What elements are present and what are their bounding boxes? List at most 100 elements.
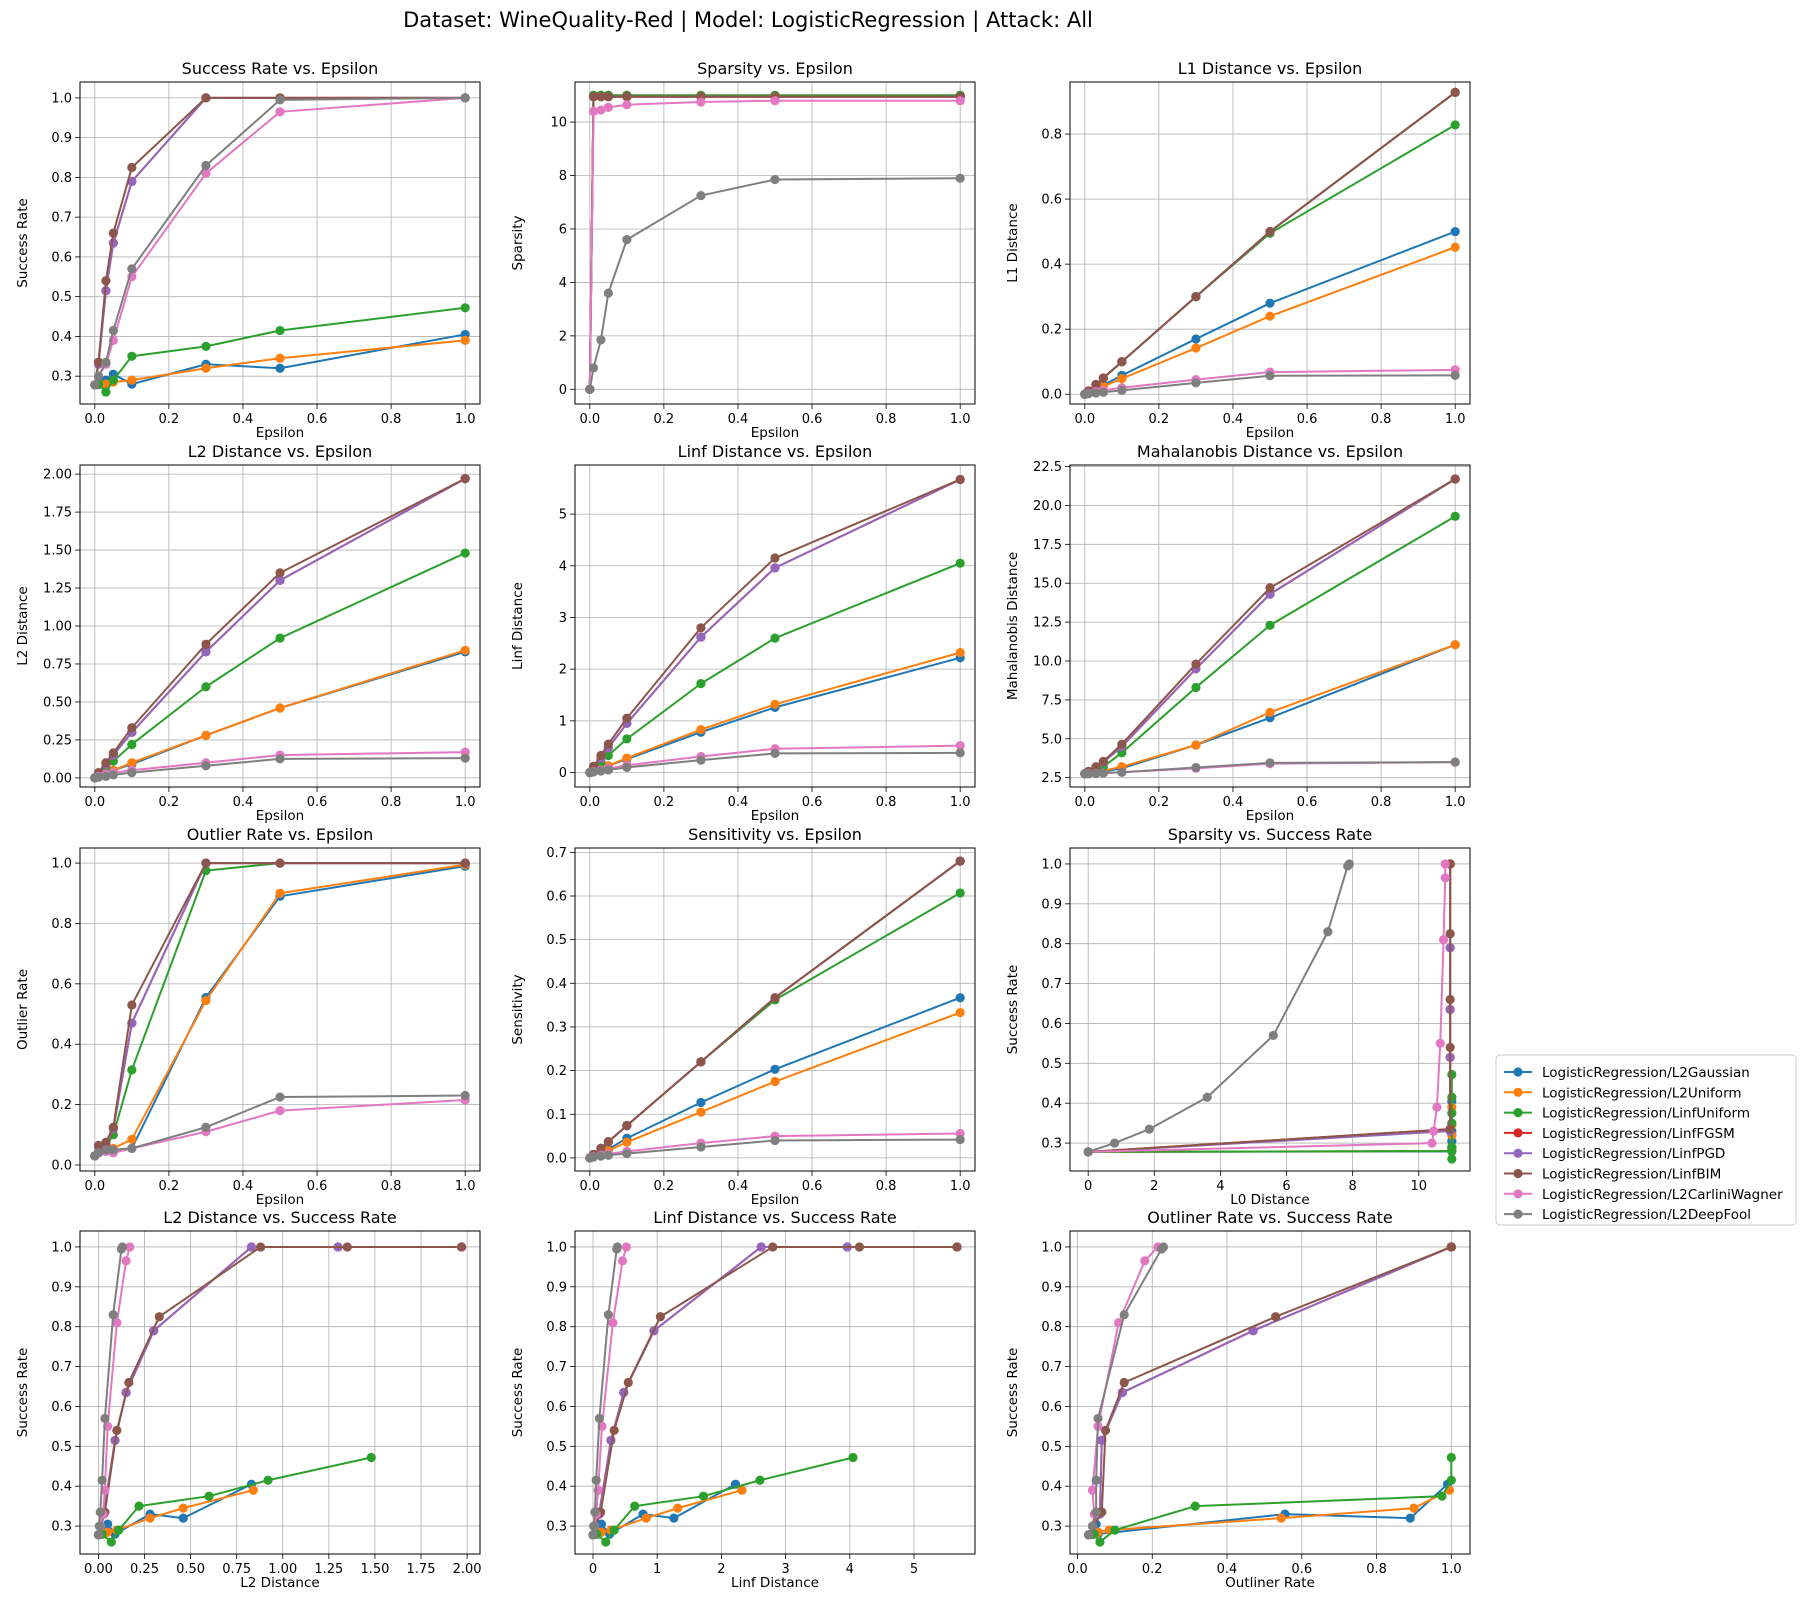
x-tick-label: 1.0: [950, 1179, 971, 1194]
y-tick-label: 0.75: [43, 657, 72, 672]
y-axis-label: Linf Distance: [510, 582, 526, 670]
series-group: [1080, 87, 1460, 399]
data-point: [1117, 767, 1127, 777]
data-point: [588, 363, 599, 373]
data-point: [460, 753, 470, 763]
data-point: [201, 995, 211, 1006]
x-axis-label: Epsilon: [1246, 425, 1294, 441]
data-point: [622, 1121, 632, 1131]
legend-marker: [1513, 1189, 1523, 1199]
series-group: [588, 1242, 962, 1547]
data-point: [275, 575, 285, 586]
data-point: [275, 633, 285, 643]
legend-entry: LogisticRegression/LinfUniform: [1504, 1106, 1750, 1122]
data-point: [770, 699, 780, 709]
data-point: [201, 639, 211, 649]
y-tick-label: 1.0: [1041, 1240, 1062, 1255]
x-axis-label: Outliner Rate: [1225, 1575, 1315, 1591]
data-point: [127, 1134, 137, 1144]
y-tick-label: 0.8: [1041, 1320, 1062, 1335]
data-point: [93, 371, 104, 381]
data-point: [201, 682, 211, 692]
y-tick-label: 0.7: [546, 1360, 567, 1375]
x-tick-label: 0.8: [876, 795, 897, 810]
y-tick-label: 0.4: [51, 1480, 72, 1495]
subplot-grid: 0.0 0.2 0.4 0.6 0.8 1.0 0.3 0.4 0.5 0.6 0.7 0.8 0.9 1…: [15, 59, 1471, 1591]
data-point: [1093, 1413, 1103, 1424]
x-tick-label: 0.4: [1223, 795, 1244, 810]
data-point: [622, 734, 632, 744]
data-point: [124, 1377, 134, 1388]
data-point: [145, 1513, 155, 1523]
data-point: [1450, 757, 1460, 767]
x-tick-label: 0.6: [1297, 412, 1318, 427]
data-point: [1117, 374, 1127, 384]
data-point: [154, 1312, 164, 1322]
x-tick-label: 2.00: [453, 1562, 482, 1577]
x-tick-label: 1.0: [455, 1179, 476, 1194]
data-point: [1268, 1030, 1278, 1041]
y-tick-label: 1.0: [51, 1240, 72, 1255]
data-point: [1191, 378, 1201, 388]
data-point: [1191, 762, 1201, 773]
data-point: [955, 558, 965, 568]
data-point: [955, 1134, 965, 1145]
data-point: [127, 1143, 137, 1153]
data-point: [275, 363, 285, 373]
data-point: [112, 1318, 122, 1328]
data-point: [596, 335, 606, 345]
x-tick-label: 0.2: [1149, 795, 1170, 810]
x-axis-label: Linf Distance: [731, 1575, 819, 1591]
axes-frame: [79, 1230, 481, 1555]
data-point: [256, 1242, 266, 1252]
data-point: [1091, 1475, 1101, 1485]
y-tick-label: 2.5: [1041, 771, 1062, 786]
data-point: [275, 1106, 285, 1116]
data-point: [1091, 379, 1101, 390]
data-point: [1191, 292, 1201, 302]
legend-label: LogisticRegression/LinfUniform: [1542, 1106, 1750, 1122]
data-point: [1119, 1310, 1129, 1320]
data-point: [201, 647, 211, 657]
data-point: [1447, 1108, 1457, 1118]
data-point: [93, 772, 104, 782]
series-group: [585, 474, 965, 778]
x-tick-label: 1.50: [360, 1562, 389, 1577]
series-line-6: [93, 96, 466, 386]
x-tick-label: 0.6: [802, 1179, 823, 1194]
data-point: [696, 725, 706, 735]
data-point: [955, 741, 965, 751]
data-point: [756, 1242, 766, 1252]
data-point: [770, 1135, 780, 1146]
y-tick-label: 0.7: [1041, 1360, 1062, 1375]
y-tick-label: 0.6: [1041, 1400, 1062, 1415]
data-point: [1191, 740, 1201, 750]
gridlines: [575, 848, 975, 1171]
data-point: [1447, 1092, 1457, 1102]
gridlines: [575, 1231, 975, 1554]
data-point: [201, 1122, 211, 1132]
legend-marker: [1513, 1108, 1523, 1118]
y-axis-label: L2 Distance: [15, 586, 31, 665]
y-tick-label: 1.25: [43, 582, 72, 597]
x-axis-label: L0 Distance: [1230, 1192, 1309, 1208]
legend-entry: LogisticRegression/LinfBIM: [1504, 1167, 1721, 1183]
y-tick-label: 4: [559, 559, 567, 574]
y-tick-label: 17.5: [1033, 538, 1062, 553]
y-axis-label: Sensitivity: [510, 974, 526, 1044]
subplot-title: L2 Distance vs. Success Rate: [163, 1208, 396, 1227]
y-tick-label: 0.7: [546, 846, 567, 861]
data-point: [246, 1242, 257, 1252]
data-point: [201, 93, 211, 103]
data-point: [275, 353, 285, 363]
y-tick-label: 1.0: [51, 91, 72, 106]
data-point: [101, 276, 111, 286]
series-group: [1083, 859, 1457, 1164]
x-tick-label: 0.0: [579, 795, 600, 810]
data-point: [603, 102, 613, 112]
data-point: [1440, 873, 1450, 883]
data-point: [1083, 769, 1094, 779]
data-point: [1440, 859, 1450, 869]
